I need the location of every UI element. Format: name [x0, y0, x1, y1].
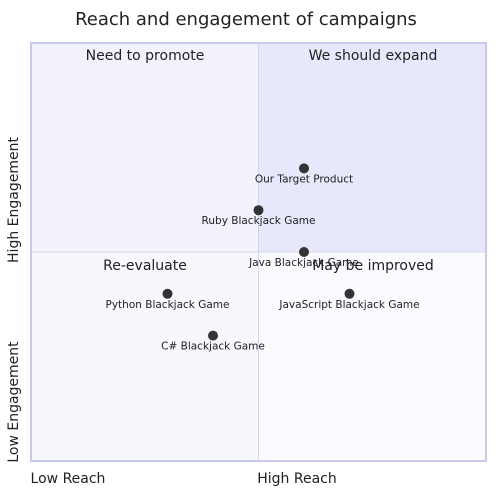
chart-title: Reach and engagement of campaigns	[75, 9, 417, 30]
quadrant-label-q2: Need to promote	[86, 48, 205, 64]
data-point-c-blackjack-game: C# Blackjack Game	[161, 330, 265, 353]
quadrant-dividers	[31, 43, 486, 461]
plot-border	[30, 42, 487, 462]
point-marker	[344, 288, 355, 299]
point-label: Our Target Product	[255, 173, 353, 185]
y-axis-high-label: High Engagement	[6, 137, 22, 263]
point-label: C# Blackjack Game	[161, 341, 265, 353]
point-marker	[299, 163, 309, 174]
data-points: Our Target Product Ruby Blackjack Game Jav…	[106, 163, 420, 353]
data-point-java-blackjack-game: Java Blackjack Game	[248, 247, 359, 269]
data-point-javascript-blackjack-game: JavaScript Blackjack Game	[278, 288, 420, 311]
point-label: JavaScript Blackjack Game	[278, 299, 419, 311]
x-axis-high-label: High Reach	[257, 471, 337, 487]
quadrant-q2	[31, 43, 259, 252]
quadrant-q1	[258, 43, 486, 252]
y-axis-low-label: Low Engagement	[6, 341, 22, 463]
point-marker	[208, 330, 218, 341]
x-axis-low-label: Low Reach	[31, 471, 106, 487]
point-label: Ruby Blackjack Game	[202, 215, 316, 227]
quadrant-q4	[258, 252, 486, 461]
quadrant-label-q3: Re-evaluate	[103, 258, 187, 274]
point-label: Java Blackjack Game	[248, 257, 359, 269]
point-marker	[299, 247, 309, 257]
data-point-python-blackjack-game: Python Blackjack Game	[106, 288, 230, 311]
quadrant-backgrounds	[31, 43, 486, 461]
data-point-our-target-product: Our Target Product	[255, 163, 353, 185]
quadrant-label-q4: May be improved	[312, 258, 434, 274]
point-label: Python Blackjack Game	[106, 299, 230, 311]
quadrant-label-q1: We should expand	[309, 48, 438, 64]
data-point-ruby-blackjack-game: Ruby Blackjack Game	[202, 205, 316, 227]
quadrant-q3	[31, 252, 259, 461]
point-marker	[253, 205, 264, 216]
point-marker	[162, 288, 173, 299]
